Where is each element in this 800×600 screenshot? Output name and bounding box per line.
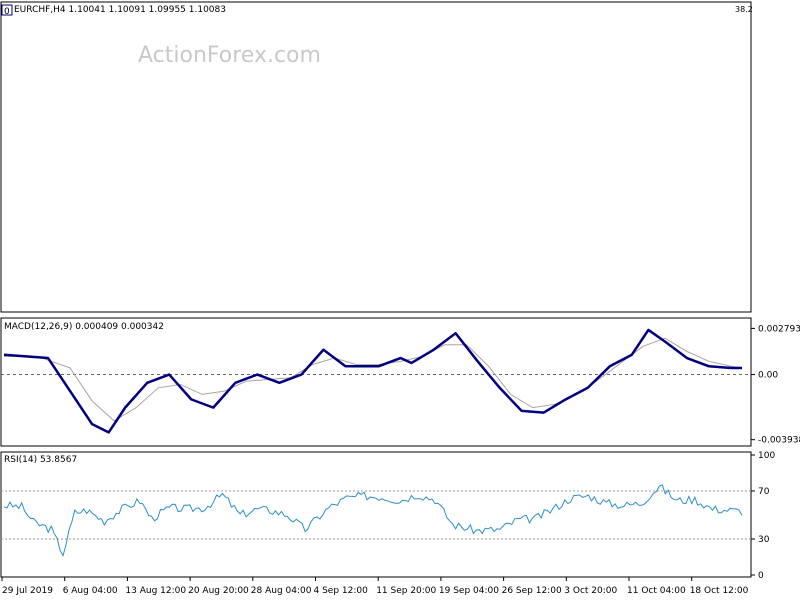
rsi-ytick-label-0: 100 — [758, 451, 775, 461]
price-header: EURCHF,H4 1.10041 1.10091 1.09955 1.1008… — [14, 5, 226, 15]
macd-ytick-label-2: -0.003938 — [758, 436, 800, 446]
macd-line — [3, 328, 742, 434]
rsi-title: RSI(14) 53.8567 — [4, 455, 77, 465]
x-tick-label-2: 13 Aug 12:00 — [125, 586, 186, 596]
x-tick-label-11: 18 Oct 12:00 — [690, 586, 749, 596]
x-tick-label-8: 26 Sep 12:00 — [502, 586, 562, 596]
rsi-line — [3, 484, 743, 557]
x-tick-label-7: 19 Sep 04:00 — [439, 586, 499, 596]
x-tick-label-10: 11 Oct 04:00 — [627, 586, 686, 596]
macd-ytick-label-1: 0.00 — [758, 371, 778, 381]
x-axis: 29 Jul 2019 6 Aug 04:00 13 Aug 12:00 20 Aug… — [1, 577, 749, 596]
x-tick-label-6: 11 Sep 20:00 — [376, 586, 436, 596]
rsi-ytick-label-2: 30 — [758, 535, 770, 545]
x-tick-label-0: 29 Jul 2019 — [2, 586, 53, 596]
rsi-ytick-label-3: 0 — [758, 571, 764, 581]
chart-marks: 1.106201.103601.100831.097601.096401.095… — [1, 324, 800, 581]
macd-panel: MACD(12,26,9) 0.000409 0.000342 — [0, 317, 752, 447]
rsi-panel: RSI(14) 53.8567 — [0, 451, 752, 578]
corner-value: 38.2 — [735, 5, 753, 14]
x-tick-label-9: 3 Oct 20:00 — [564, 586, 617, 596]
top-left-box-label: 0 — [4, 7, 10, 17]
x-tick-label-1: 6 Aug 04:00 — [63, 586, 118, 596]
rsi-ytick-label-1: 70 — [758, 487, 770, 497]
x-tick-label-5: 4 Sep 12:00 — [314, 586, 369, 596]
macd-ytick-label-0: 0.002793 — [758, 324, 800, 334]
x-tick-label-4: 28 Aug 04:00 — [251, 586, 312, 596]
price-panel: ActionForex.com EURCHF,H4 1.10041 1.1009… — [0, 1, 753, 313]
macd-title: MACD(12,26,9) 0.000409 0.000342 — [4, 322, 164, 332]
x-tick-label-3: 20 Aug 20:00 — [188, 586, 249, 596]
watermark: ActionForex.com — [138, 43, 321, 68]
